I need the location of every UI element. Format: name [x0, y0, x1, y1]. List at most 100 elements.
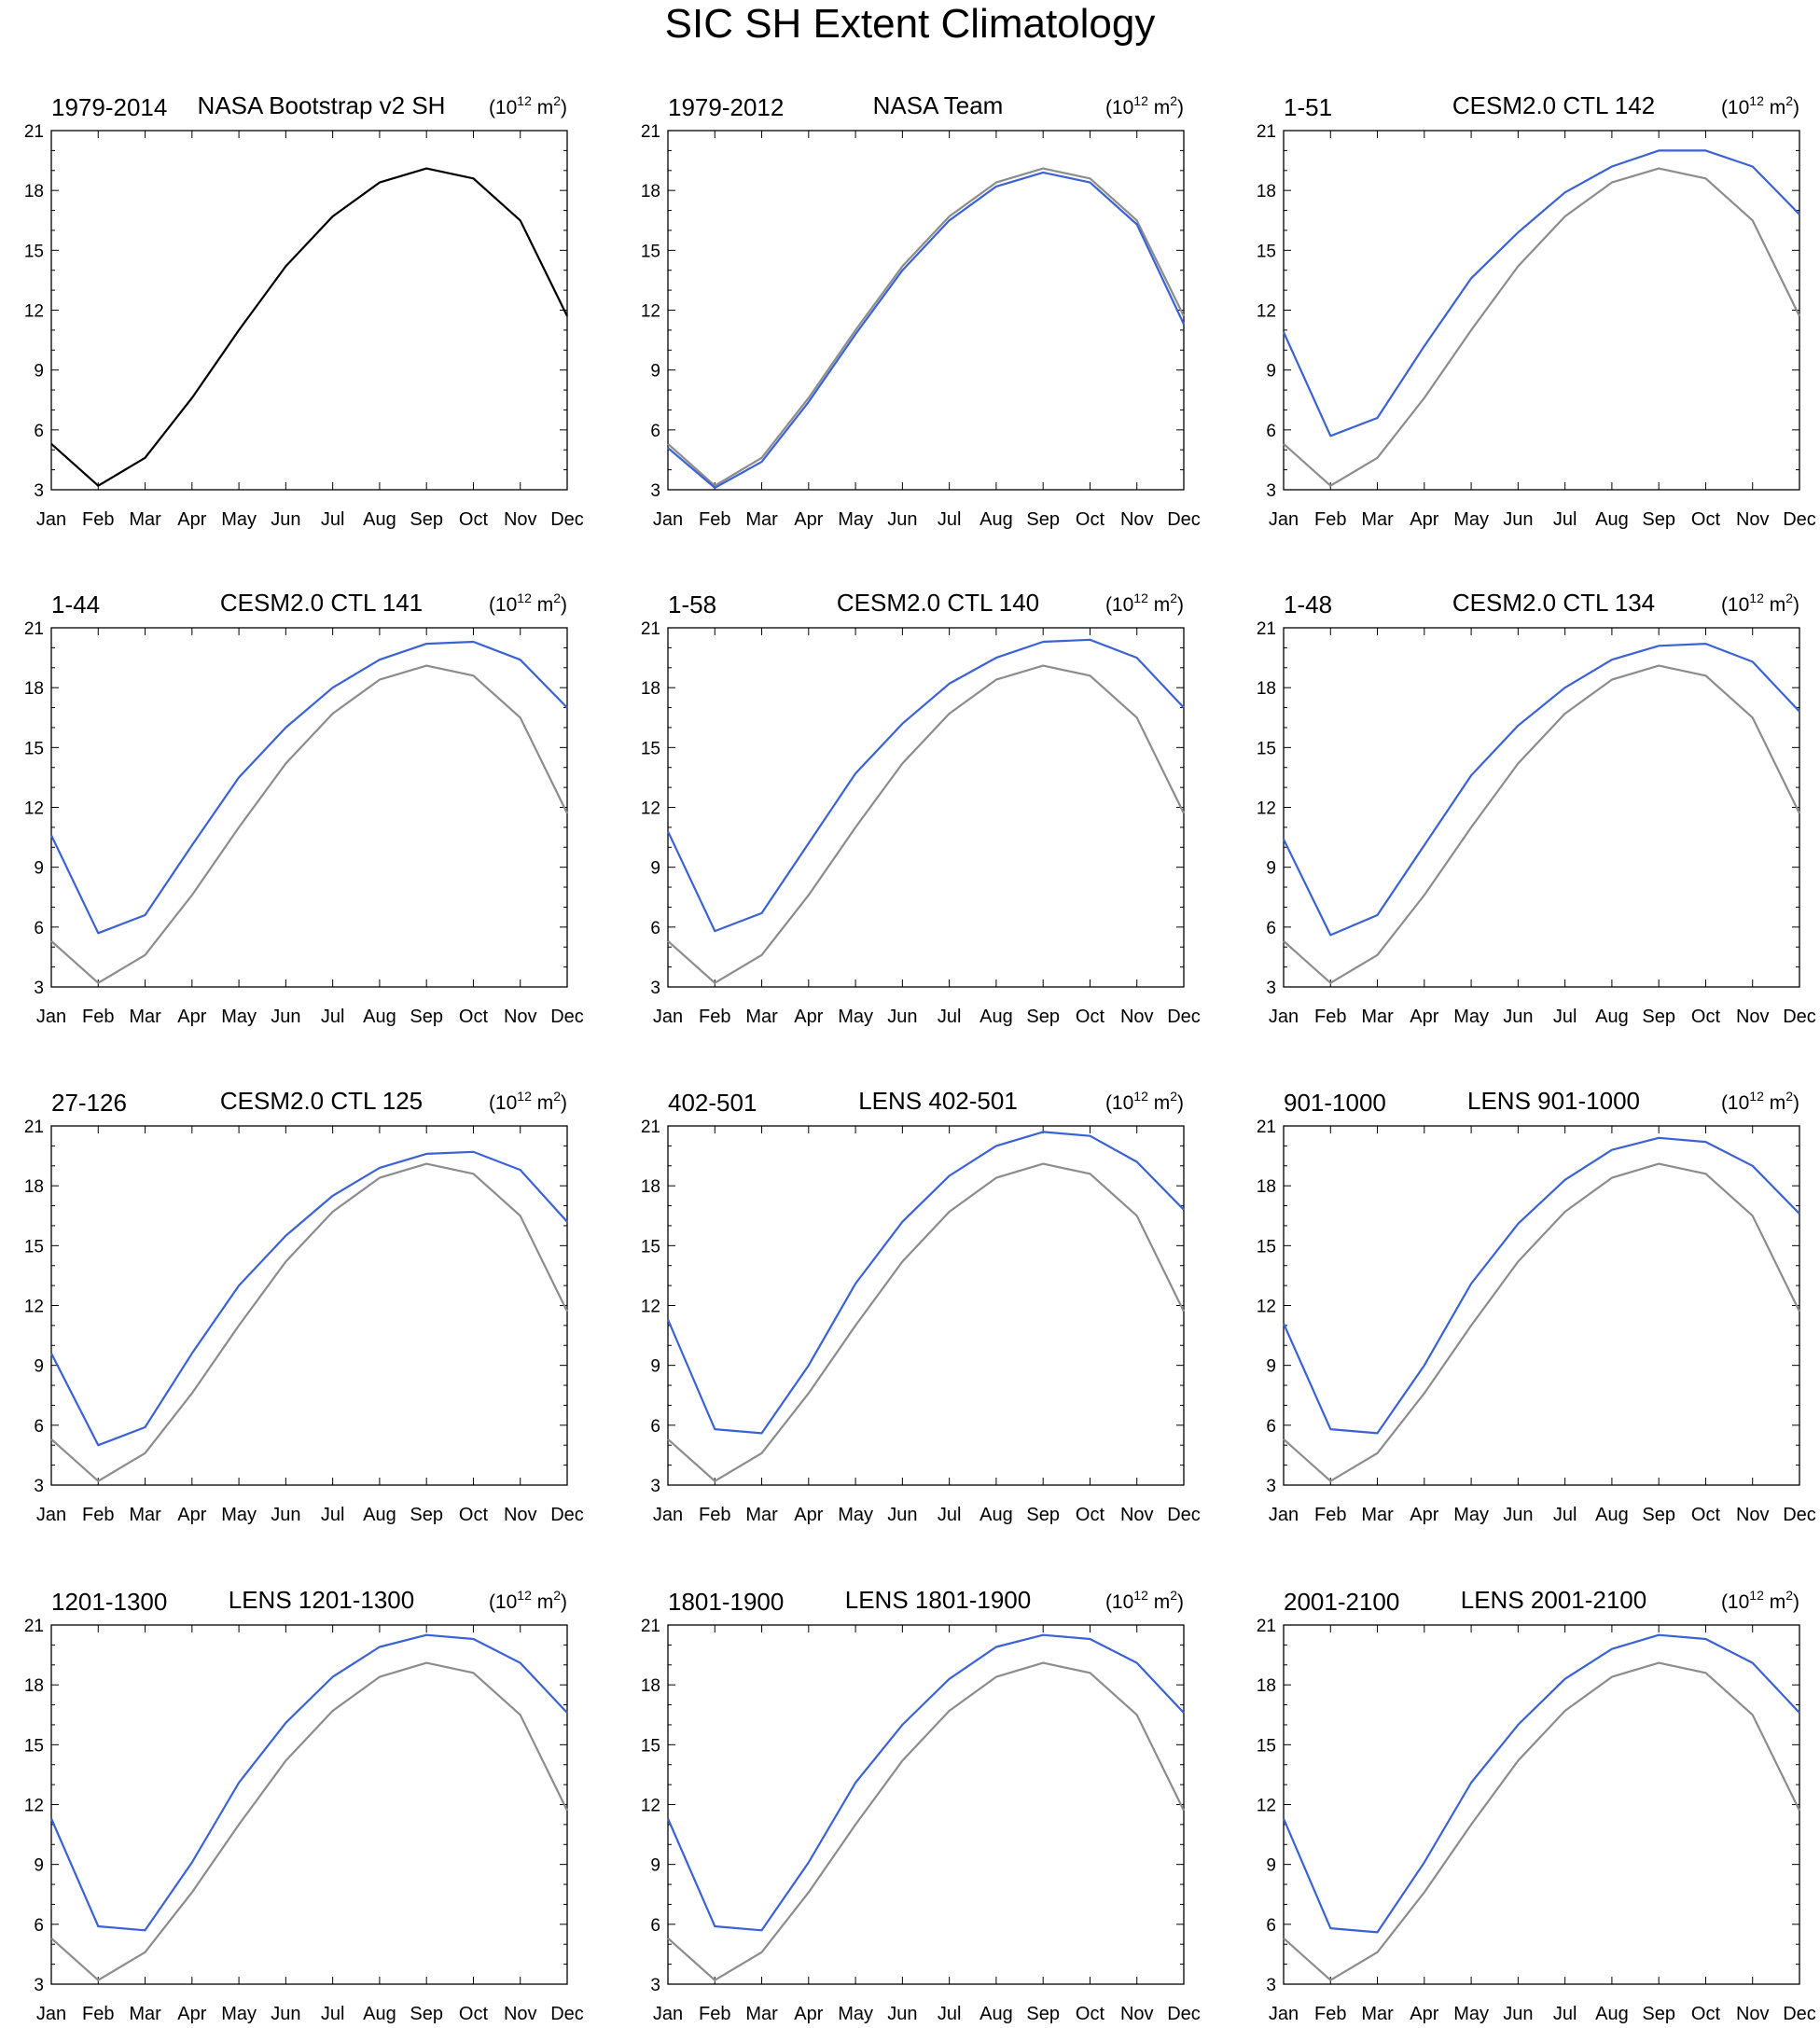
- x-tick-label: Sep: [1642, 509, 1675, 530]
- x-tick-label: Nov: [1120, 1505, 1154, 1525]
- x-tick-label: Nov: [1120, 2004, 1154, 2024]
- x-tick-label: Feb: [1314, 1007, 1346, 1027]
- y-tick-label: 3: [650, 979, 660, 998]
- x-tick-label: Sep: [1642, 2004, 1675, 2024]
- plot-frame: [50, 1624, 568, 1985]
- y-tick-label: 21: [641, 1617, 660, 1636]
- x-tick-label: Mar: [129, 1007, 161, 1027]
- x-tick-label: Sep: [1026, 509, 1060, 530]
- panel-left-label: 1-48: [1284, 590, 1332, 618]
- x-tick-label: Apr: [177, 509, 206, 530]
- y-tick-label: 15: [1257, 242, 1276, 261]
- x-tick-label: Apr: [1410, 1505, 1438, 1525]
- y-tick-label: 3: [1266, 979, 1276, 998]
- x-tick-label: Jan: [36, 509, 66, 530]
- y-tick-label: 12: [24, 1298, 44, 1317]
- panel-left-label: 27-126: [51, 1089, 127, 1117]
- unit-label: (1012 m2): [1721, 1089, 1799, 1114]
- y-tick-label: 18: [24, 1676, 44, 1696]
- x-tick-label: Mar: [1361, 1505, 1394, 1525]
- x-tick-label: May: [221, 1505, 257, 1525]
- y-tick-label: 6: [650, 1916, 660, 1936]
- x-tick-label: Aug: [363, 509, 396, 530]
- x-tick-label: May: [838, 2004, 873, 2024]
- x-tick-label: Oct: [1691, 1007, 1721, 1027]
- y-tick-label: 21: [1257, 122, 1276, 142]
- y-tick-label: 15: [24, 242, 44, 261]
- x-tick-label: Mar: [745, 1505, 778, 1525]
- y-tick-label: 21: [24, 122, 44, 142]
- panel-center-label: LENS 901-1000: [1467, 1087, 1640, 1115]
- x-tick-label: Dec: [1167, 2004, 1201, 2024]
- x-tick-label: Sep: [1026, 2004, 1060, 2024]
- chart-panel-1: 3 6 9 12 15 18 21 Jan Feb Mar Apr May Jun Jul Aug Sep Oc…: [24, 91, 584, 530]
- y-tick-label: 12: [641, 302, 660, 322]
- x-tick-label: Jul: [321, 2004, 345, 2024]
- panel-center-label: LENS 1201-1300: [229, 1586, 414, 1614]
- series-line-1: [50, 1162, 568, 1482]
- x-tick-label: Nov: [504, 1505, 537, 1525]
- y-tick-label: 9: [1266, 362, 1276, 382]
- x-tick-label: Dec: [550, 509, 584, 530]
- y-tick-label: 18: [1257, 182, 1276, 201]
- panel-left-label: 1979-2014: [51, 93, 167, 121]
- panel-left-label: 1979-2012: [668, 93, 784, 121]
- x-tick-label: Sep: [410, 509, 443, 530]
- y-tick-label: 3: [650, 481, 660, 501]
- unit-label: (1012 m2): [489, 1089, 567, 1114]
- y-tick-label: 6: [34, 422, 44, 441]
- y-tick-label: 18: [24, 1177, 44, 1197]
- x-tick-label: Mar: [1361, 509, 1394, 530]
- chart-panel-5: 3 6 9 12 15 18 21 Jan Feb Mar Apr May Jun Jul Aug Sep Oc…: [641, 589, 1201, 1027]
- x-tick-label: Jul: [1553, 1505, 1577, 1525]
- x-tick-label: Dec: [550, 1007, 584, 1027]
- panel-center-label: NASA Team: [873, 91, 1004, 119]
- x-tick-label: Feb: [82, 1505, 114, 1525]
- x-tick-label: Apr: [177, 1007, 206, 1027]
- chart-panel-11: 3 6 9 12 15 18 21 Jan Feb Mar Apr May Jun Jul Aug Sep Oc…: [641, 1586, 1201, 2024]
- y-tick-label: 6: [1266, 422, 1276, 441]
- x-tick-label: Feb: [699, 1505, 730, 1525]
- x-tick-label: Nov: [1120, 509, 1154, 530]
- y-tick-label: 6: [1266, 1916, 1276, 1936]
- x-tick-label: Jun: [1503, 1007, 1533, 1027]
- x-tick-label: Feb: [699, 509, 730, 530]
- x-tick-label: Mar: [745, 1007, 778, 1027]
- y-tick-label: 6: [1266, 919, 1276, 938]
- panel-center-label: CESM2.0 CTL 141: [220, 589, 423, 617]
- x-tick-label: Jul: [1553, 509, 1577, 530]
- x-tick-label: Apr: [794, 509, 823, 530]
- plot-frame: [1283, 627, 1800, 988]
- x-tick-label: May: [838, 1505, 873, 1525]
- x-tick-label: Jul: [938, 1505, 962, 1525]
- y-tick-label: 6: [34, 1916, 44, 1936]
- x-tick-label: Mar: [745, 2004, 778, 2024]
- unit-label: (1012 m2): [1721, 93, 1799, 118]
- x-tick-label: Dec: [1783, 2004, 1816, 2024]
- x-tick-label: May: [1453, 2004, 1489, 2024]
- y-tick-label: 6: [650, 919, 660, 938]
- x-tick-label: Aug: [979, 1007, 1013, 1027]
- x-tick-label: Apr: [794, 1505, 823, 1525]
- x-tick-label: Dec: [1167, 1007, 1201, 1027]
- series-line-1: [50, 664, 568, 984]
- panel-center-label: LENS 2001-2100: [1461, 1586, 1646, 1614]
- y-tick-label: 18: [641, 1676, 660, 1696]
- y-tick-label: 18: [1257, 679, 1276, 699]
- y-tick-label: 18: [641, 679, 660, 699]
- figure-title: SIC SH Extent Climatology: [664, 1, 1156, 47]
- x-tick-label: Jun: [887, 2004, 917, 2024]
- y-tick-label: 3: [1266, 1976, 1276, 1995]
- x-tick-label: Jan: [36, 1505, 66, 1525]
- x-tick-label: Sep: [1642, 1505, 1675, 1525]
- chart-panel-7: 3 6 9 12 15 18 21 Jan Feb Mar Apr May Jun Jul Aug Sep Oc…: [24, 1087, 584, 1525]
- x-tick-label: Nov: [1736, 1505, 1770, 1525]
- y-tick-label: 18: [1257, 1177, 1276, 1197]
- x-tick-label: Jan: [1269, 2004, 1299, 2024]
- x-tick-label: Apr: [794, 2004, 823, 2024]
- series-line-2: [666, 1633, 1185, 1932]
- x-tick-label: Aug: [979, 2004, 1013, 2024]
- y-tick-label: 15: [641, 1736, 660, 1756]
- plot-frame: [667, 627, 1185, 988]
